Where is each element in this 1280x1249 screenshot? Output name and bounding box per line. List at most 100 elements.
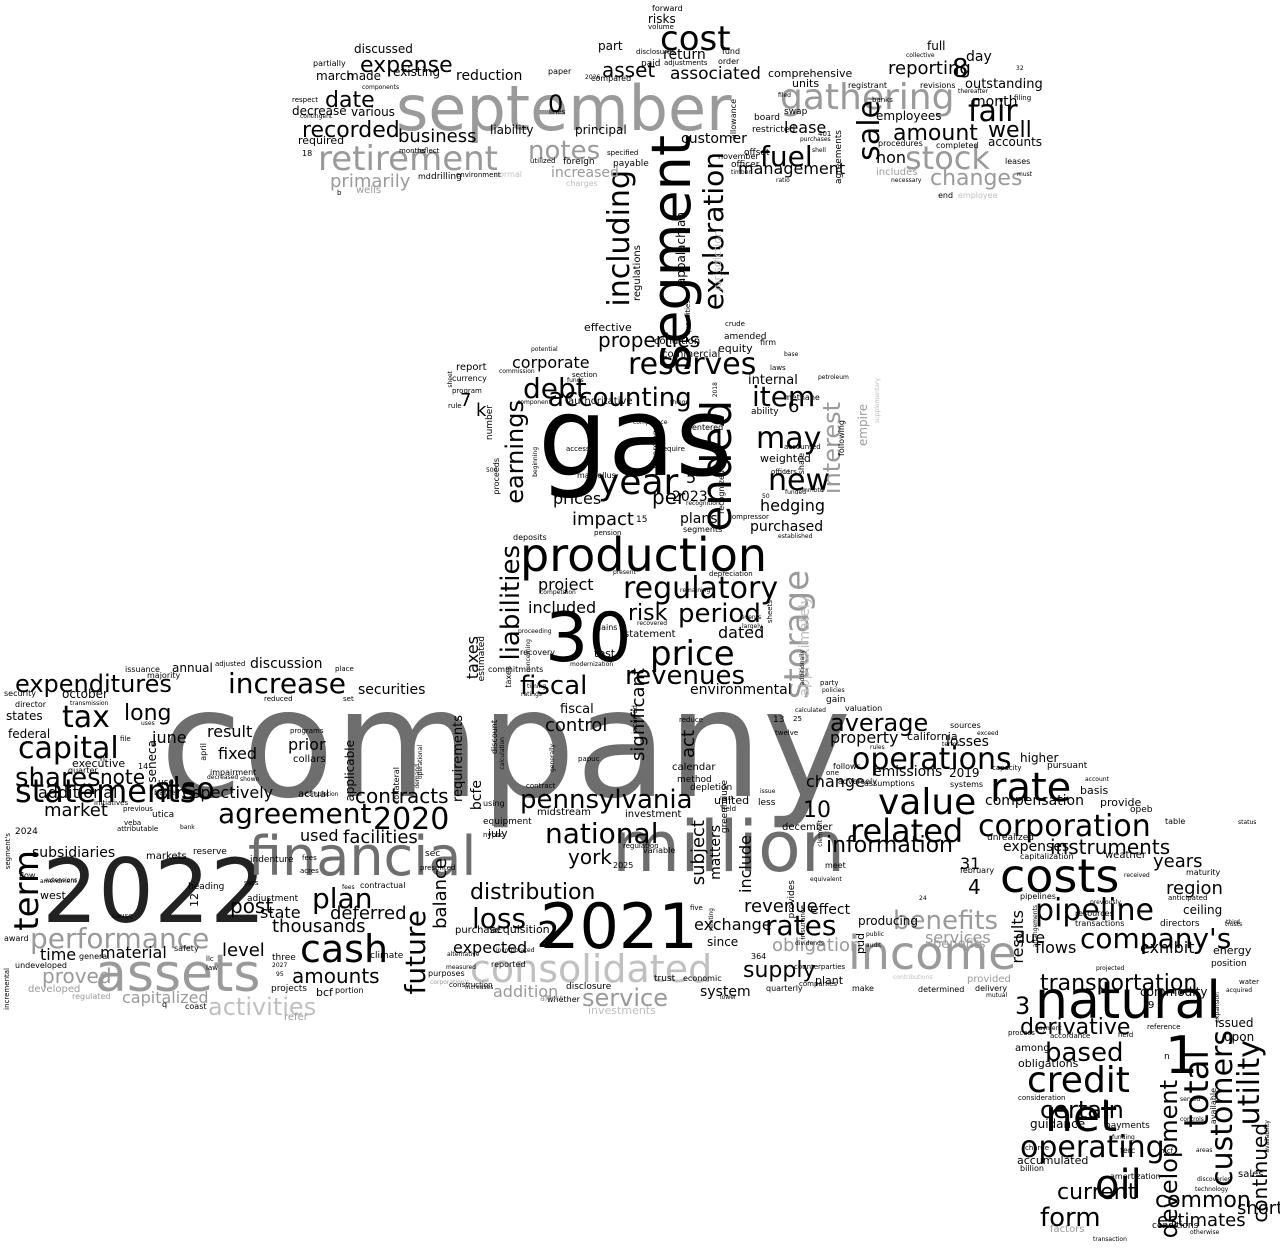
word-weighted: weighted: [760, 452, 811, 465]
word-net: net: [1045, 1091, 1118, 1142]
word-natural: natural: [1035, 971, 1221, 1031]
word-compensation: compensation: [985, 793, 1084, 809]
word-10: 10: [803, 798, 831, 823]
word-non: non: [876, 148, 907, 167]
word-offset: offset: [744, 148, 770, 158]
word-one: one: [826, 769, 840, 777]
word-july: july: [488, 827, 508, 840]
word-cash: cash: [300, 927, 389, 971]
word-sars: sars: [244, 879, 259, 887]
word-principal: principal: [575, 123, 627, 137]
word-fiscal: fiscal: [520, 671, 588, 701]
word-largely: largely: [742, 623, 763, 630]
word-method: method: [677, 775, 712, 785]
word-amounts: amounts: [292, 964, 380, 988]
word-2018: 2018: [712, 382, 719, 398]
word-law: law: [206, 964, 218, 972]
word-accounted: accounted: [784, 443, 821, 451]
word-project: project: [538, 575, 594, 594]
word-officers: officers: [771, 468, 797, 476]
word-set: set: [343, 695, 354, 703]
word-notes: notes: [528, 136, 601, 166]
word-obligations: obligations: [1018, 1057, 1079, 1070]
word-quarter: quarter: [68, 766, 98, 775]
word-operations: operations: [852, 742, 1012, 777]
word-fees: fees: [342, 884, 355, 891]
word-proceeding: proceeding: [518, 628, 552, 635]
word-calculation: calculation: [499, 737, 506, 770]
word-increase: increase: [228, 667, 347, 700]
word-place: place: [335, 665, 354, 673]
word-west: west: [40, 889, 66, 902]
word-acres: acres: [300, 867, 319, 875]
word-expansion: expansion: [1214, 992, 1221, 1023]
word-mmbtu: mmbtu: [802, 487, 824, 494]
word-capacity: capacity: [992, 764, 1022, 772]
word-anticipated: anticipated: [1168, 894, 1208, 902]
word-regulated: regulated: [72, 992, 111, 1001]
word-following: following: [837, 420, 846, 456]
word-award: award: [4, 934, 29, 943]
word-2: 2: [537, 915, 560, 956]
word-paper: paper: [548, 67, 572, 76]
word-currency: currency: [452, 374, 487, 383]
word-production: production: [520, 528, 768, 582]
word-respectively: respectively: [176, 783, 274, 802]
word-reduced: reduced: [264, 695, 293, 703]
word-regulations: regulations: [632, 245, 643, 302]
word-requirements: requirements: [451, 715, 466, 802]
word-5: 5: [686, 468, 697, 487]
word-regulatory: regulatory: [623, 571, 779, 606]
word-fiscal: fiscal: [560, 702, 594, 717]
word-empire: empire: [856, 404, 870, 447]
word-discount: discount: [490, 720, 499, 755]
word-fund: fund: [722, 47, 741, 56]
word-date: date: [325, 88, 375, 113]
word-utica: utica: [152, 810, 175, 820]
word-issue: issue: [760, 788, 776, 795]
word-issuance: issuance: [125, 665, 160, 674]
word-status: status: [1238, 819, 1257, 826]
word-transactions: transactions: [1075, 919, 1125, 928]
word-december: december: [782, 822, 833, 833]
word-pursuant: pursuant: [1047, 761, 1088, 771]
word-timing: timing: [527, 683, 547, 690]
word-counterparties: counterparties: [794, 963, 846, 971]
word-forward: forward: [652, 4, 683, 13]
word-2027: 2027: [272, 962, 288, 969]
word-end: end: [938, 191, 954, 200]
word-affect: affect: [540, 994, 563, 1003]
word-available: available: [1209, 1088, 1218, 1125]
word-plan: plan: [312, 882, 373, 915]
word-potential: potential: [531, 346, 558, 353]
word-31: 31: [960, 854, 981, 873]
word-additional: additional: [38, 783, 118, 802]
word-terms: terms: [942, 741, 960, 748]
word-payment: payment: [1035, 1025, 1062, 1032]
word-public: public: [866, 931, 885, 938]
word-sheet: sheet: [447, 371, 454, 388]
word-laws: laws: [770, 364, 786, 372]
word-securities: securities: [358, 682, 426, 698]
word-party: party: [820, 679, 839, 687]
word-purchase: purchase: [455, 925, 501, 936]
word-higher: higher: [1020, 751, 1059, 765]
word-contract: contract: [526, 782, 556, 790]
word-employees: employees: [876, 109, 942, 123]
word-energy: energy: [1213, 944, 1252, 957]
word-foreign: foreign: [563, 157, 595, 167]
word-benefits: benefits: [933, 937, 986, 952]
word-provides: provides: [787, 880, 797, 919]
word-shares: shares: [15, 763, 101, 793]
word-shown: shown: [240, 776, 260, 783]
word-reduction: reduction: [456, 68, 523, 84]
word-recovered: recovered: [637, 620, 668, 627]
word-credit: credit: [1027, 1060, 1130, 1101]
word-united: united: [714, 794, 750, 807]
word-costs: costs: [1000, 849, 1120, 903]
word-decreased: decreased: [207, 774, 239, 781]
word-technology: technology: [1195, 1186, 1229, 1193]
word-plant: plant: [815, 974, 844, 987]
word-valuation: valuation: [845, 704, 883, 713]
word-ceiling: ceiling: [1183, 903, 1223, 917]
